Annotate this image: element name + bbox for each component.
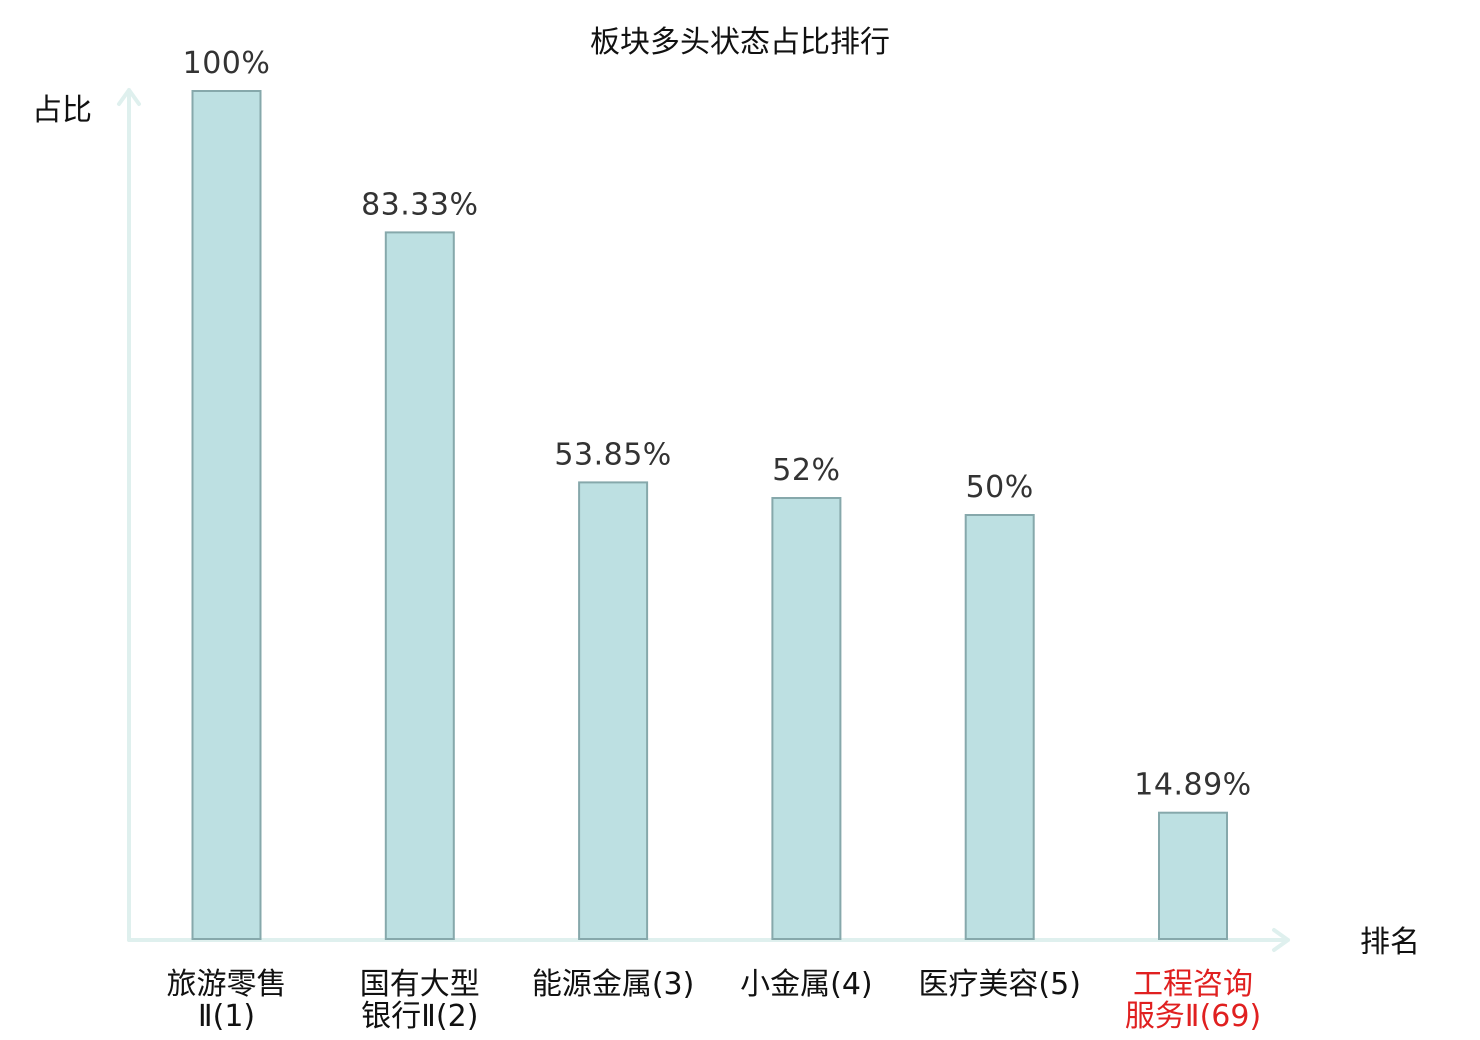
bars-group: [191, 90, 1228, 941]
x-axis-label: 排名: [1360, 925, 1420, 960]
chart-title: 板块多头状态占比排行: [590, 25, 890, 60]
x-tick-label: 服务Ⅱ(69): [1125, 999, 1261, 1034]
x-tick-label: 医疗美容(5): [918, 967, 1081, 1002]
data-label: 53.85%: [554, 437, 671, 472]
x-axis-line: [127, 928, 1290, 952]
bar: [771, 497, 842, 940]
value-labels-group: 100% 83.33% 53.85% 52% 50% 14.89%: [183, 46, 1252, 803]
bar: [384, 231, 455, 940]
x-tick-label: 国有大型: [360, 967, 480, 1002]
data-label: 100%: [183, 46, 271, 81]
x-tick-label: 旅游零售: [167, 967, 287, 1002]
bar: [578, 481, 649, 940]
bar: [964, 514, 1035, 940]
x-tick-label: Ⅱ(1): [198, 999, 255, 1034]
data-label: 83.33%: [361, 187, 478, 222]
y-axis-label: 占比: [32, 93, 92, 128]
x-tick-label: 工程咨询: [1133, 967, 1253, 1002]
x-tick-label: 小金属(4): [740, 967, 873, 1002]
data-label: 52%: [772, 453, 840, 488]
data-label: 50%: [966, 470, 1034, 505]
y-axis-line: [117, 88, 141, 942]
data-label: 14.89%: [1134, 768, 1251, 803]
bar: [1158, 811, 1228, 941]
x-tick-label: 银行Ⅱ(2): [361, 999, 478, 1034]
bar: [191, 90, 262, 940]
x-tick-label: 能源金属(3): [532, 967, 695, 1002]
